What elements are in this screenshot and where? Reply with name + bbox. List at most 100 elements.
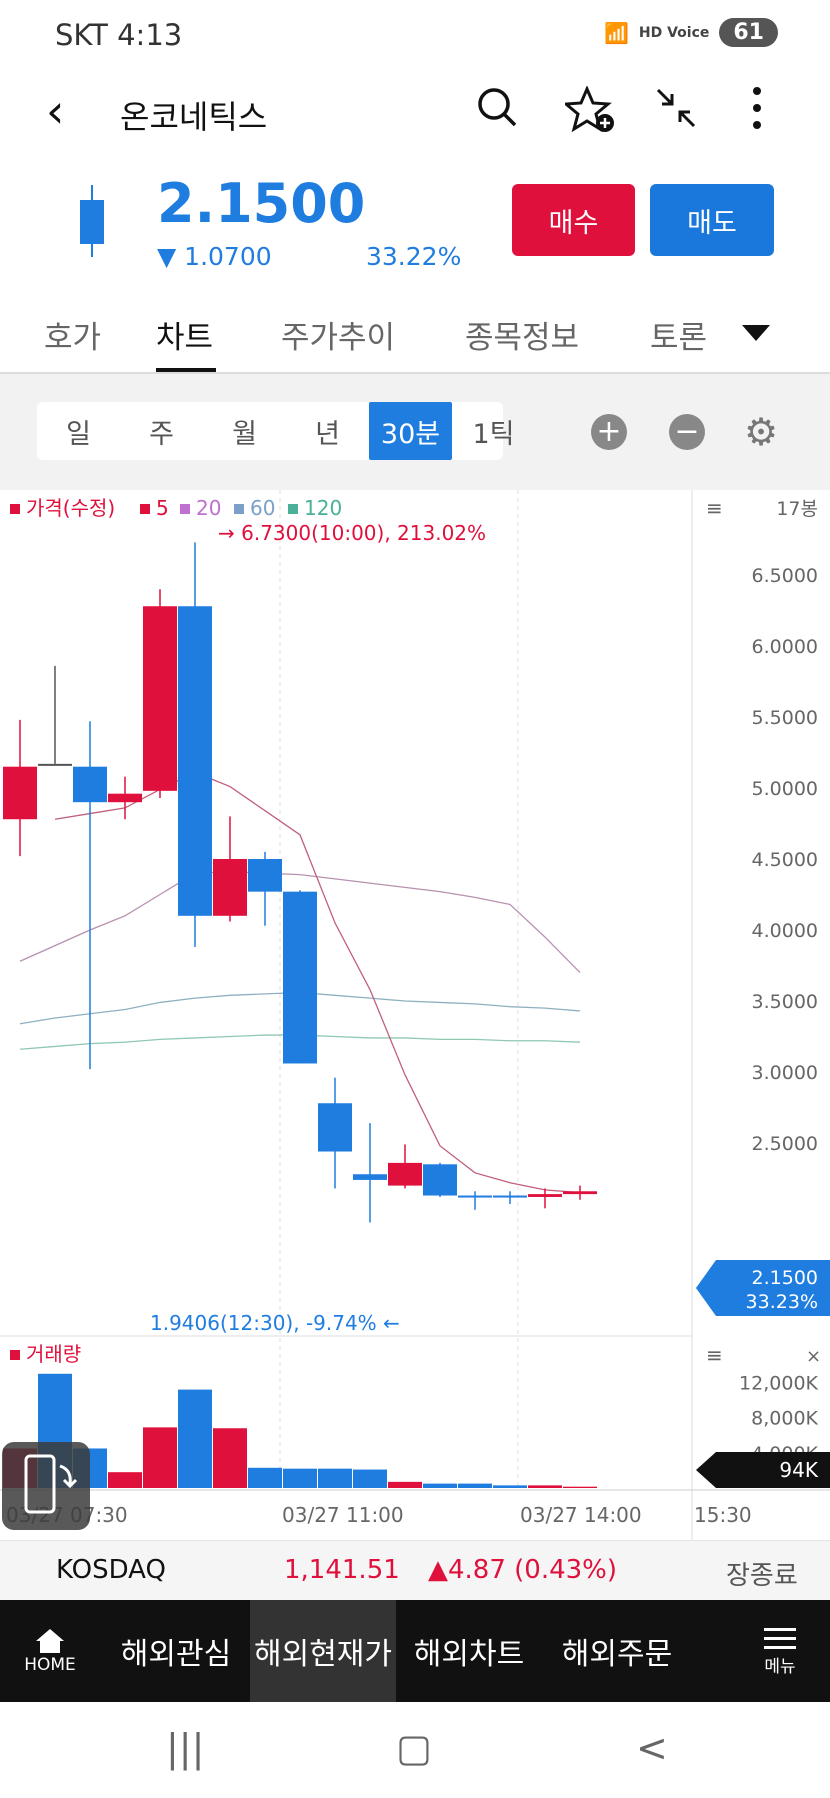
candle-body (73, 766, 107, 803)
low-annotation: 1.9406(12:30), -9.74% ← (150, 1311, 400, 1335)
current-price-tag-pct: 33.23% (746, 1291, 818, 1313)
tab-price-trend[interactable]: 주가추이 (281, 320, 396, 356)
volume-bar (283, 1468, 317, 1488)
candle-body (178, 606, 212, 916)
home-system-icon[interactable]: ▢ (396, 1726, 432, 1770)
period-30min[interactable]: 30분 (369, 402, 452, 460)
volume-bar (458, 1483, 492, 1488)
legend-ma5-swatch (140, 504, 150, 514)
legend-ma120: 120 (304, 496, 342, 520)
period-year[interactable]: 년 (315, 418, 340, 450)
nav-order[interactable]: 해외주문 (561, 1637, 673, 1672)
nav-home[interactable]: HOME (0, 1600, 100, 1702)
collapse-icon[interactable] (654, 86, 698, 139)
chart-toolbar: 일 주 월 년 30분 1틱 + − ⚙ (0, 374, 830, 490)
nav-chart[interactable]: 해외차트 (413, 1637, 525, 1672)
legend-price-swatch (10, 504, 20, 514)
system-nav: ||| ▢ < (0, 1702, 830, 1798)
period-1tick[interactable]: 1틱 (472, 418, 515, 450)
legend-ma20: 20 (196, 496, 221, 520)
tab-chart[interactable]: 차트 (156, 320, 214, 356)
y-tick-label: 3.0000 (752, 1062, 818, 1084)
x-axis-label: 03/27 14:00 (520, 1503, 642, 1527)
nav-current-price[interactable]: 해외현재가 (250, 1600, 396, 1702)
volume-bar (353, 1469, 387, 1488)
tabs-dropdown-icon[interactable] (742, 325, 770, 341)
candle-body (143, 606, 177, 791)
zoom-in-icon[interactable]: + (591, 414, 627, 450)
candle-body (213, 859, 247, 916)
volume-bar (143, 1427, 177, 1488)
back-icon[interactable]: ‹ (46, 84, 65, 138)
more-icon[interactable] (750, 86, 764, 139)
tab-orderbook[interactable]: 호가 (44, 320, 102, 356)
volume-menu-icon[interactable]: ≡ (706, 1343, 723, 1367)
bottom-nav: HOME 해외관심 해외현재가 해외차트 해외주문 메뉴 (0, 1600, 830, 1702)
index-ticker[interactable]: KOSDAQ 1,141.51 ▲4.87 (0.43%) 장종료 (0, 1540, 830, 1600)
index-name: KOSDAQ (56, 1555, 166, 1585)
price-change: ▼ 1.0700 (157, 242, 272, 271)
period-week[interactable]: 주 (149, 418, 174, 450)
volume-tick-label: 8,000K (751, 1408, 818, 1430)
chart-menu-icon[interactable]: ≡ (706, 496, 723, 520)
candle-body (423, 1164, 457, 1196)
candle-body (283, 891, 317, 1064)
volume-bar (493, 1485, 527, 1488)
active-tab-indicator (156, 368, 216, 372)
candle-body (38, 763, 72, 766)
x-axis-label: 15:30 (694, 1503, 752, 1527)
legend-ma5: 5 (156, 496, 169, 520)
back-system-icon[interactable]: < (636, 1726, 668, 1770)
period-day[interactable]: 일 (66, 418, 91, 450)
main-tabs: 호가 차트 주가추이 종목정보 토론 (0, 300, 830, 374)
y-tick-label: 4.5000 (752, 849, 818, 871)
mini-candle-icon (80, 200, 104, 244)
candle-body (528, 1194, 562, 1197)
candle-body (108, 793, 142, 803)
home-icon (36, 1629, 64, 1653)
market-state: 장종료 (726, 1561, 798, 1591)
sell-button[interactable]: 매도 (650, 184, 774, 256)
app-header: ‹ 온코네틱스 (0, 72, 830, 152)
volume-tick-label: 12,000K (739, 1373, 818, 1395)
favorite-add-icon[interactable] (562, 85, 617, 143)
recents-icon[interactable]: ||| (166, 1726, 205, 1770)
legend-ma60-swatch (234, 504, 244, 514)
ma5-line (54, 771, 581, 1194)
candle-body (318, 1103, 352, 1152)
period-selector: 일 주 월 년 30분 1틱 (37, 402, 515, 460)
tab-discussion[interactable]: 토론 (650, 320, 708, 356)
nav-menu[interactable]: 메뉴 (730, 1600, 830, 1702)
last-volume-value: 94K (779, 1458, 818, 1482)
search-icon[interactable] (476, 86, 518, 137)
y-tick-label: 4.0000 (752, 920, 818, 942)
rotate-screen-button[interactable] (2, 1442, 90, 1530)
nav-home-label: HOME (24, 1655, 76, 1675)
nav-watchlist[interactable]: 해외관심 (120, 1637, 232, 1672)
status-bar: SKT 4:13 📶 HD Voice 61 (0, 0, 830, 72)
legend-volume-swatch (10, 1350, 20, 1360)
wifi-icon: 📶 (603, 20, 629, 45)
volume-bar (318, 1468, 352, 1488)
y-tick-label: 3.5000 (752, 991, 818, 1013)
price-chart[interactable]: 가격(수정) 5 20 60 120 ≡ 17봉 → 6.7300(10:00)… (0, 490, 830, 1540)
volume-close-icon[interactable]: × (806, 1346, 821, 1367)
buy-button[interactable]: 매수 (512, 184, 635, 256)
candle-body (248, 859, 282, 892)
current-price-tag (696, 1260, 830, 1316)
tab-stock-info[interactable]: 종목정보 (465, 320, 580, 356)
volume-bar (528, 1485, 562, 1488)
candle-body (388, 1162, 422, 1186)
gear-icon[interactable]: ⚙ (744, 410, 779, 454)
price-change-percent: 33.22% (366, 242, 462, 271)
period-month[interactable]: 월 (232, 418, 257, 450)
volume-bar (423, 1483, 457, 1488)
hamburger-icon (764, 1627, 796, 1649)
legend-volume: 거래량 (26, 1342, 81, 1366)
last-volume-tag (696, 1452, 830, 1488)
zoom-out-icon[interactable]: − (669, 414, 705, 450)
y-tick-label: 2.5000 (752, 1133, 818, 1155)
ma20-line (19, 871, 581, 974)
volume-bar (178, 1389, 212, 1488)
volume-bar (388, 1481, 422, 1488)
